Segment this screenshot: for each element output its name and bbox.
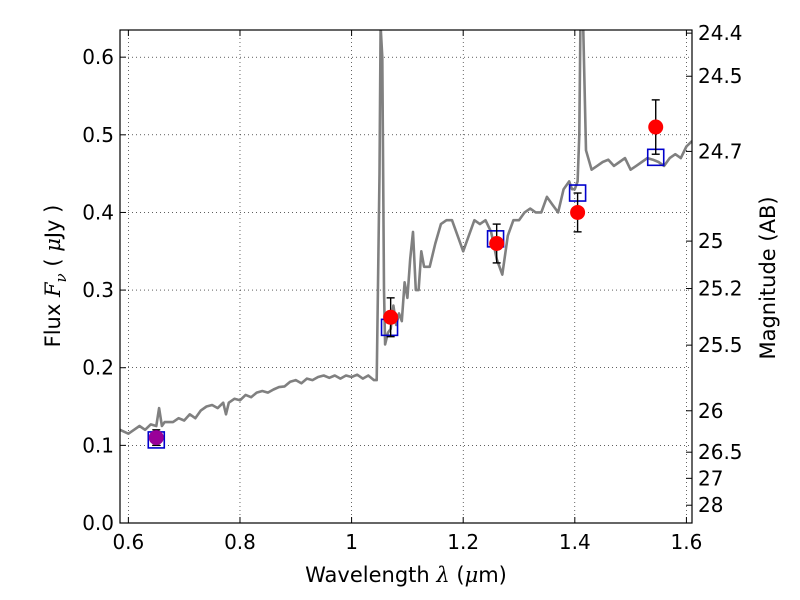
y-tick-label: 0.2 xyxy=(82,356,114,380)
y2-tick-label: 24.5 xyxy=(698,64,743,88)
y-tick-label: 0.4 xyxy=(82,200,114,224)
axis-ticks xyxy=(120,30,692,524)
y2-tick-label: 24.7 xyxy=(698,139,743,163)
observed-photometry-point xyxy=(383,309,399,325)
observed-photometry-point xyxy=(489,236,505,252)
x-tick-label: 0.6 xyxy=(112,530,144,554)
y2-tick-label: 27 xyxy=(698,466,723,490)
y2-tick-label: 25 xyxy=(698,229,723,253)
y-tick-label: 0.0 xyxy=(82,511,114,535)
x-tick-label: 1 xyxy=(345,530,358,554)
x-tick-label: 1.4 xyxy=(559,530,591,554)
x-tick-label: 1.2 xyxy=(447,530,479,554)
y2-tick-label: 25.5 xyxy=(698,333,743,357)
plot-frame xyxy=(119,29,693,524)
y-tick-label: 0.1 xyxy=(82,433,114,457)
y2-tick-label: 28 xyxy=(698,493,723,517)
observed-photometry-point xyxy=(148,430,164,446)
y-tick-label: 0.3 xyxy=(82,278,114,302)
y-tick-label: 0.5 xyxy=(82,123,114,147)
x-axis-label: Wavelength λ (μm) xyxy=(305,563,507,587)
y2-tick-label: 26 xyxy=(698,399,723,423)
x-tick-label: 1.6 xyxy=(671,530,703,554)
y-axis-label: Flux Fν ( μJy ) xyxy=(41,205,70,348)
y-tick-label: 0.6 xyxy=(82,45,114,69)
observed-photometry-point xyxy=(570,204,586,220)
y2-tick-label: 25.2 xyxy=(698,277,743,301)
x-tick-label: 0.8 xyxy=(224,530,256,554)
y2-tick-label: 24.4 xyxy=(698,21,743,45)
model-sed-line xyxy=(120,30,692,435)
model-sed-layer xyxy=(120,30,692,435)
y2-tick-label: 26.5 xyxy=(698,440,743,464)
observed-photometry-point xyxy=(648,119,664,135)
photometry-layer xyxy=(147,99,665,449)
y2-axis-label: Magnitude (AB) xyxy=(756,196,780,359)
